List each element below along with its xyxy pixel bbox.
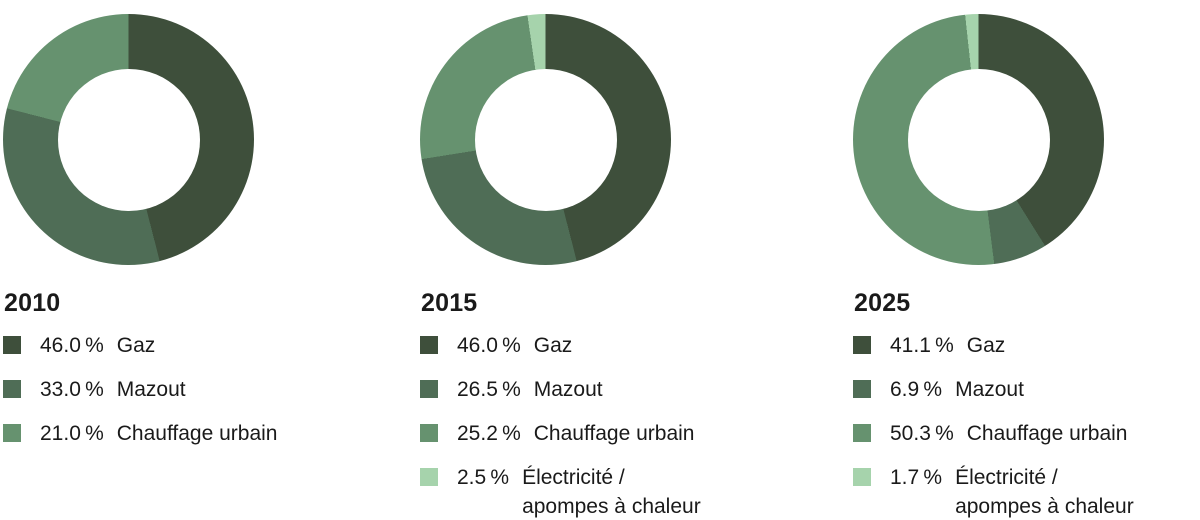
legend-swatch <box>853 468 871 486</box>
legend-value: 21.0 % <box>40 422 104 445</box>
legend-row: 46.0 % Gaz <box>3 331 383 360</box>
legend-label: Mazout <box>533 378 603 401</box>
legend-swatch <box>853 380 871 398</box>
legend-label: Gaz <box>966 334 1006 357</box>
legend-value: 26.5 % <box>457 378 521 401</box>
legend-value: 46.0 % <box>457 334 521 357</box>
legend-row: 41.1 % Gaz <box>853 331 1200 360</box>
year-label-2015: 2015 <box>421 289 478 317</box>
legend-row: 2.5 % Électricité / apompes à chaleur <box>420 463 800 520</box>
legend-label: Chauffage urbain <box>966 422 1128 445</box>
legend-2025: 41.1 % Gaz 6.9 % Mazout 50.3 % Chauffage urba… <box>853 331 1200 520</box>
legend-swatch <box>420 468 438 486</box>
legend-row: 26.5 % Mazout <box>420 375 800 404</box>
donut-hole <box>57 68 200 211</box>
legend-value: 2.5 % <box>457 466 510 489</box>
legend-swatch <box>3 424 21 442</box>
legend-label: Mazout <box>955 378 1024 401</box>
legend-row: 50.3 % Chauffage urbain <box>853 419 1200 448</box>
legend-swatch <box>853 336 871 354</box>
donut-chart-2025 <box>853 14 1104 265</box>
legend-swatch <box>420 424 438 442</box>
year-label-2010: 2010 <box>4 289 61 317</box>
legend-label: Gaz <box>116 334 156 357</box>
legend-label: Chauffage urbain <box>116 422 278 445</box>
chart-column-2025: 2025 41.1 % Gaz 6.9 % Mazout 50.3 % Chauffage… <box>853 0 1200 520</box>
legend-value: 1.7 % <box>890 466 943 489</box>
legend-value: 33.0 % <box>40 378 104 401</box>
legend-row: 25.2 % Chauffage urbain <box>420 419 800 448</box>
legend-label: Gaz <box>533 334 573 357</box>
legend-row: 33.0 % Mazout <box>3 375 383 404</box>
legend-row: 6.9 % Mazout <box>853 375 1200 404</box>
legend-2010: 46.0 % Gaz 33.0 % Mazout 21.0 % Chauffage urb… <box>3 331 383 463</box>
legend-value: 46.0 % <box>40 334 104 357</box>
legend-value: 41.1 % <box>890 334 954 357</box>
donut-hole <box>474 68 617 211</box>
legend-row: 1.7 % Électricité / apompes à chaleur <box>853 463 1200 520</box>
year-label-2025: 2025 <box>854 289 911 317</box>
legend-swatch <box>853 424 871 442</box>
legend-value: 50.3 % <box>890 422 954 445</box>
legend-label: Chauffage urbain <box>533 422 695 445</box>
legend-value: 25.2 % <box>457 422 521 445</box>
legend-swatch <box>420 336 438 354</box>
legend-label: Électricité / apompes à chaleur <box>522 466 701 518</box>
donut-chart-2015 <box>420 14 671 265</box>
chart-column-2015: 2015 46.0 % Gaz 26.5 % Mazout 25.2 % Chauffag… <box>420 0 815 520</box>
legend-label: Électricité / apompes à chaleur <box>955 466 1134 518</box>
legend-row: 46.0 % Gaz <box>420 331 800 360</box>
donut-chart-2010 <box>3 14 254 265</box>
legend-2015: 46.0 % Gaz 26.5 % Mazout 25.2 % Chauffage urb… <box>420 331 800 520</box>
donut-hole <box>907 68 1050 211</box>
legend-value: 6.9 % <box>890 378 943 401</box>
legend-label: Mazout <box>116 378 186 401</box>
legend-swatch <box>3 336 21 354</box>
legend-row: 21.0 % Chauffage urbain <box>3 419 383 448</box>
legend-swatch <box>3 380 21 398</box>
chart-column-2010: 2010 46.0 % Gaz 33.0 % Mazout 21.0 % Chauffag… <box>3 0 398 520</box>
legend-swatch <box>420 380 438 398</box>
